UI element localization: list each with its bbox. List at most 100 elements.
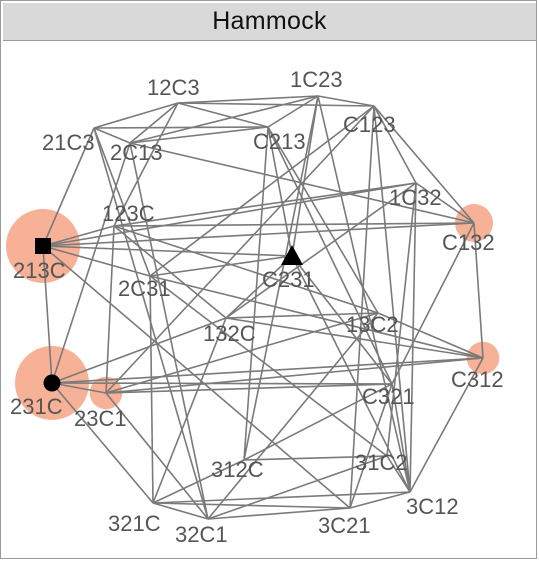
edge-123c-213c [42, 225, 115, 247]
edge-c321-3c12 [391, 383, 411, 493]
node-label-c213[interactable]: C213 [253, 129, 306, 154]
edge-12c3-123c [113, 102, 179, 227]
node-label-c132[interactable]: C132 [442, 230, 495, 255]
edge-31c2-3c12 [386, 455, 411, 493]
edge-123c-13c2 [113, 225, 379, 314]
edge-c123-2c31 [149, 105, 375, 277]
node-label-3c21[interactable]: 3C21 [318, 513, 371, 538]
edge-123c-23c1 [105, 225, 115, 394]
edge-1c32-123c [113, 182, 417, 227]
edge-c132-123c [113, 222, 475, 227]
edge-c132-213c [42, 222, 475, 247]
edge-c321-3c21 [349, 383, 393, 509]
edge-231c-c321 [51, 382, 393, 385]
edge-321c-3c12 [152, 491, 411, 504]
edge-c312-3c12 [409, 357, 484, 493]
triangle-marker-icon[interactable] [281, 245, 303, 265]
edge-3c12-1c23 [317, 95, 411, 493]
node-label-123c[interactable]: 123C [102, 201, 155, 226]
node-label-1c32[interactable]: 1C32 [389, 185, 442, 210]
edge-13c2-c312 [377, 312, 484, 359]
node-label-21c3[interactable]: 21C3 [42, 130, 95, 155]
edge-c213-c231 [267, 126, 293, 257]
edge-3c12-c123 [373, 105, 411, 493]
edge-1c23-c213 [267, 95, 319, 128]
node-label-c321[interactable]: C321 [362, 384, 415, 409]
title-bar: Hammock [3, 3, 536, 41]
edge-c213-13c2 [267, 126, 379, 314]
edge-21c3-213c [42, 127, 95, 247]
edge-213c-2c31 [42, 245, 151, 277]
node-label-1c23[interactable]: 1C23 [290, 67, 343, 92]
edge-132c-321c [152, 317, 227, 504]
edge-132c-c312 [225, 317, 484, 359]
edge-1c23-2c13 [129, 95, 319, 144]
square-marker-icon[interactable] [35, 238, 51, 254]
edge-123c-132c [113, 225, 227, 319]
edge-3c12-1c32 [409, 182, 417, 493]
node-label-3c12[interactable]: 3C12 [406, 494, 459, 519]
edge-3c21-321c [152, 502, 351, 509]
edge-c231-c321 [291, 255, 393, 385]
node-label-321c[interactable]: 321C [108, 511, 161, 536]
edge-213c-c231 [42, 245, 293, 257]
edge-321c-2c31 [149, 275, 154, 504]
edge-21c3-2c13 [93, 127, 131, 144]
edge-3c21-c123 [349, 105, 375, 509]
edge-c231-2c31 [149, 255, 293, 277]
circle-marker-icon[interactable] [43, 374, 61, 392]
node-label-132c[interactable]: 132C [203, 321, 256, 346]
node-label-231c[interactable]: 231C [10, 394, 63, 419]
edge-312c-31c2 [243, 455, 388, 461]
node-label-2c31[interactable]: 2C31 [118, 276, 171, 301]
edge-23c1-32c1 [105, 392, 209, 520]
edge-32c1-3c21 [207, 507, 351, 520]
edge-2c31-31c2 [149, 275, 388, 457]
edge-12c3-2c13 [129, 102, 179, 144]
node-label-c312[interactable]: C312 [451, 367, 504, 392]
edge-1c23-c123 [317, 95, 375, 107]
node-label-2c13[interactable]: 2C13 [110, 140, 163, 165]
edge-c321-312c [243, 383, 393, 461]
edge-32c1-2c13 [129, 142, 209, 520]
node-markers [35, 238, 303, 392]
edge-2c13-c213 [129, 126, 269, 144]
node-label-c123[interactable]: C123 [343, 112, 396, 137]
edge-12c3-c213 [177, 102, 269, 128]
edge-31c2-32c1 [207, 455, 388, 520]
edge-213c-3c21 [42, 245, 351, 509]
node-label-312c[interactable]: 312C [211, 457, 264, 482]
edge-c123-c132 [373, 105, 475, 224]
edge-2c13-231c [51, 142, 131, 384]
edge-c132-c321 [391, 222, 475, 385]
edge-c231-3c12 [291, 255, 411, 493]
edge-231c-321c [51, 382, 154, 504]
edge-321c-32c1 [152, 502, 209, 520]
node-label-23c1[interactable]: 23C1 [74, 406, 127, 431]
edge-1c32-213c [42, 182, 417, 247]
edge-312c-c213 [243, 126, 269, 461]
edge-1c32-c132 [415, 182, 475, 224]
edge-c231-132c [225, 255, 293, 319]
node-label-13c2[interactable]: 13C2 [346, 312, 399, 337]
node-label-213c[interactable]: 213C [13, 258, 66, 283]
node-label-32c1[interactable]: 32C1 [175, 522, 228, 547]
edge-1c23-c231 [291, 95, 319, 257]
node-label-c231[interactable]: C231 [262, 267, 315, 292]
edge-312c-321c [152, 459, 245, 504]
edge-21c3-2c31 [93, 127, 151, 277]
edge-231c-23c1 [51, 382, 107, 394]
node-label-31c2[interactable]: 31C2 [355, 450, 408, 475]
edge-12c3-c123 [177, 102, 375, 107]
edge-312c-1c23 [243, 95, 319, 461]
edge-213c-231c [42, 245, 53, 384]
edge-21c3-c213 [93, 126, 269, 129]
edge-12c3-1c23 [177, 95, 319, 104]
edge-c132-c312 [473, 222, 484, 359]
panel-title: Hammock [212, 7, 327, 35]
edges [42, 95, 484, 520]
node-label-12c3[interactable]: 12C3 [147, 75, 200, 100]
